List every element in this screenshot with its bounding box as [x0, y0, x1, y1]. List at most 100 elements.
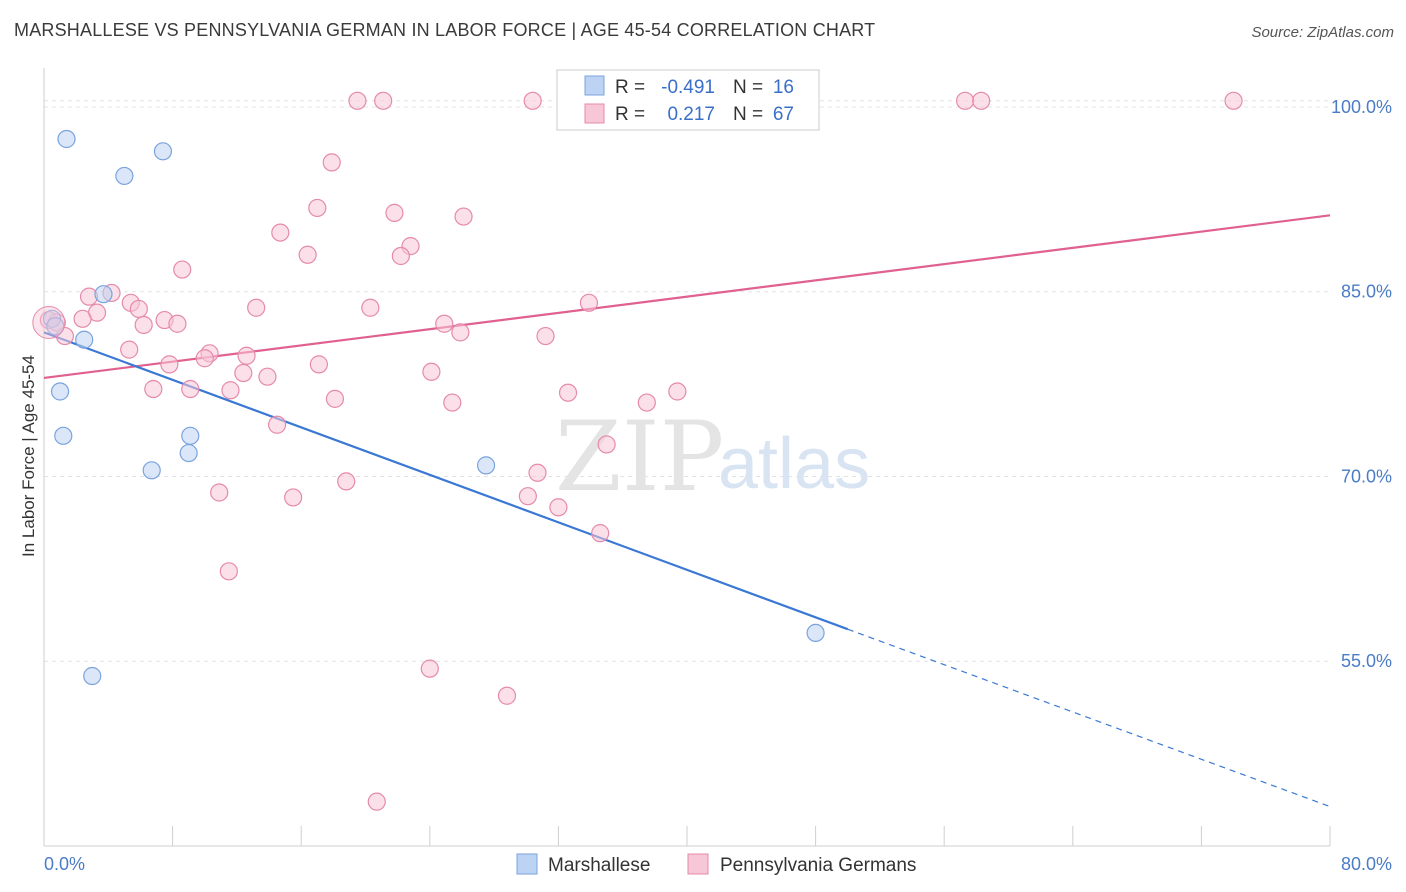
point-pennsylvania-germans — [1224, 91, 1243, 110]
point-pennsylvania-germans — [73, 309, 92, 328]
point-pennsylvania-germans — [144, 379, 163, 399]
legend: Marshallese Pennsylvania Germans — [516, 853, 916, 876]
point-pennsylvania-germans — [385, 203, 404, 222]
point-pennsylvania-germans — [325, 389, 345, 408]
y-tick-labels: 100.0% 85.0% 70.0% 55.0% — [1331, 97, 1392, 671]
point-pennsylvania-germans — [367, 792, 386, 811]
point-pennsylvania-germans — [420, 659, 439, 678]
point-pennsylvania-germans — [518, 487, 537, 506]
source-credit: Source: ZipAtlas.com — [1251, 24, 1394, 41]
y-tick-label: 55.0% — [1341, 651, 1392, 671]
x-tick-label-max: 80.0% — [1341, 854, 1392, 874]
point-cluster-pennsylvania-germans — [32, 306, 66, 340]
grid-lines — [44, 100, 1330, 662]
point-pennsylvania-germans — [528, 463, 547, 482]
legend-label-marshallese: Marshallese — [548, 855, 650, 876]
point-pennsylvania-germans — [955, 91, 975, 110]
point-pennsylvania-germans — [597, 435, 616, 454]
stats-n-value-pennsylvania-germans: 67 — [773, 104, 794, 125]
point-pennsylvania-germans — [443, 393, 462, 412]
y-axis-title: In Labor Force | Age 45-54 — [19, 355, 38, 557]
point-marshallese — [153, 142, 173, 161]
point-marshallese — [94, 285, 113, 304]
point-pennsylvania-germans — [322, 153, 341, 172]
stats-swatch-pennsylvania-germans — [584, 103, 605, 124]
stats-r-value-marshallese: -0.491 — [661, 77, 715, 98]
point-marshallese — [75, 330, 94, 349]
point-pennsylvania-germans — [454, 207, 473, 226]
point-marshallese — [476, 456, 496, 475]
point-pennsylvania-germans — [308, 198, 327, 218]
point-pennsylvania-germans — [536, 326, 555, 346]
point-pennsylvania-germans — [497, 686, 517, 705]
point-marshallese — [179, 443, 198, 463]
point-marshallese — [50, 382, 70, 401]
point-pennsylvania-germans — [234, 363, 253, 383]
trend-line-pennsylvania-germans — [43, 214, 1331, 380]
point-pennsylvania-germans — [668, 382, 687, 401]
point-marshallese — [57, 129, 76, 149]
point-pennsylvania-germans — [591, 524, 610, 543]
trend-line-marshallese — [43, 331, 849, 631]
point-pennsylvania-germans — [237, 346, 256, 365]
point-marshallese — [115, 166, 134, 186]
stats-r-label-pennsylvania-germans: R = — [615, 104, 645, 125]
y-tick-label: 100.0% — [1331, 97, 1392, 117]
point-pennsylvania-germans — [348, 91, 367, 110]
point-pennsylvania-germans — [173, 260, 192, 279]
point-marshallese — [54, 426, 73, 445]
point-marshallese — [46, 317, 65, 336]
point-pennsylvania-germans — [361, 298, 380, 317]
stats-n-label-marshallese: N = — [733, 77, 763, 98]
point-marshallese — [83, 666, 102, 686]
point-pennsylvania-germans — [284, 488, 303, 507]
trend-line-marshallese-extension — [847, 628, 1331, 808]
point-pennsylvania-germans — [391, 246, 410, 266]
point-pennsylvania-germans — [195, 349, 214, 368]
watermark-atlas: atlas — [718, 424, 870, 504]
legend-swatch-pennsylvania-germans — [687, 853, 709, 875]
x-ticks — [172, 826, 1331, 846]
stats-box: R = -0.491 N = 16 R = 0.217 N = 67 — [556, 69, 820, 131]
point-pennsylvania-germans — [120, 340, 139, 359]
point-pennsylvania-germans — [129, 299, 148, 319]
point-pennsylvania-germans — [637, 393, 656, 412]
point-pennsylvania-germans — [451, 323, 470, 342]
point-pennsylvania-germans — [134, 315, 153, 335]
point-pennsylvania-germans — [181, 379, 200, 399]
legend-label-pennsylvania-germans: Pennsylvania Germans — [720, 855, 916, 876]
y-tick-label: 70.0% — [1341, 466, 1392, 486]
x-tick-label-min: 0.0% — [44, 854, 85, 874]
point-pennsylvania-germans — [549, 498, 568, 517]
point-pennsylvania-germans — [337, 472, 356, 491]
point-pennsylvania-germans — [247, 298, 266, 317]
point-pennsylvania-germans — [267, 415, 287, 434]
data-points — [32, 91, 1243, 811]
watermark-zip: ZIP — [555, 401, 724, 513]
trend-lines — [43, 214, 1331, 808]
point-pennsylvania-germans — [374, 91, 393, 110]
point-pennsylvania-germans — [558, 383, 578, 402]
stats-r-value-pennsylvania-germans: 0.217 — [667, 104, 715, 125]
point-pennsylvania-germans — [168, 314, 187, 333]
chart-title: MARSHALLESE VS PENNSYLVANIA GERMAN IN LA… — [14, 20, 876, 40]
legend-swatch-marshallese — [516, 853, 538, 875]
stats-swatch-marshallese — [584, 75, 605, 96]
point-pennsylvania-germans — [422, 362, 441, 381]
stats-n-label-pennsylvania-germans: N = — [733, 104, 763, 125]
point-pennsylvania-germans — [221, 381, 240, 400]
point-pennsylvania-germans — [160, 355, 179, 374]
point-pennsylvania-germans — [972, 91, 991, 110]
stats-n-value-marshallese: 16 — [773, 77, 794, 98]
point-pennsylvania-germans — [298, 245, 317, 264]
point-marshallese — [806, 623, 825, 643]
point-pennsylvania-germans — [210, 483, 229, 502]
point-pennsylvania-germans — [258, 367, 277, 386]
point-marshallese — [181, 426, 200, 445]
point-pennsylvania-germans — [435, 314, 454, 333]
point-pennsylvania-germans — [579, 293, 599, 312]
watermark: ZIP atlas — [555, 401, 870, 513]
point-pennsylvania-germans — [271, 223, 290, 242]
point-pennsylvania-germans — [523, 91, 542, 110]
